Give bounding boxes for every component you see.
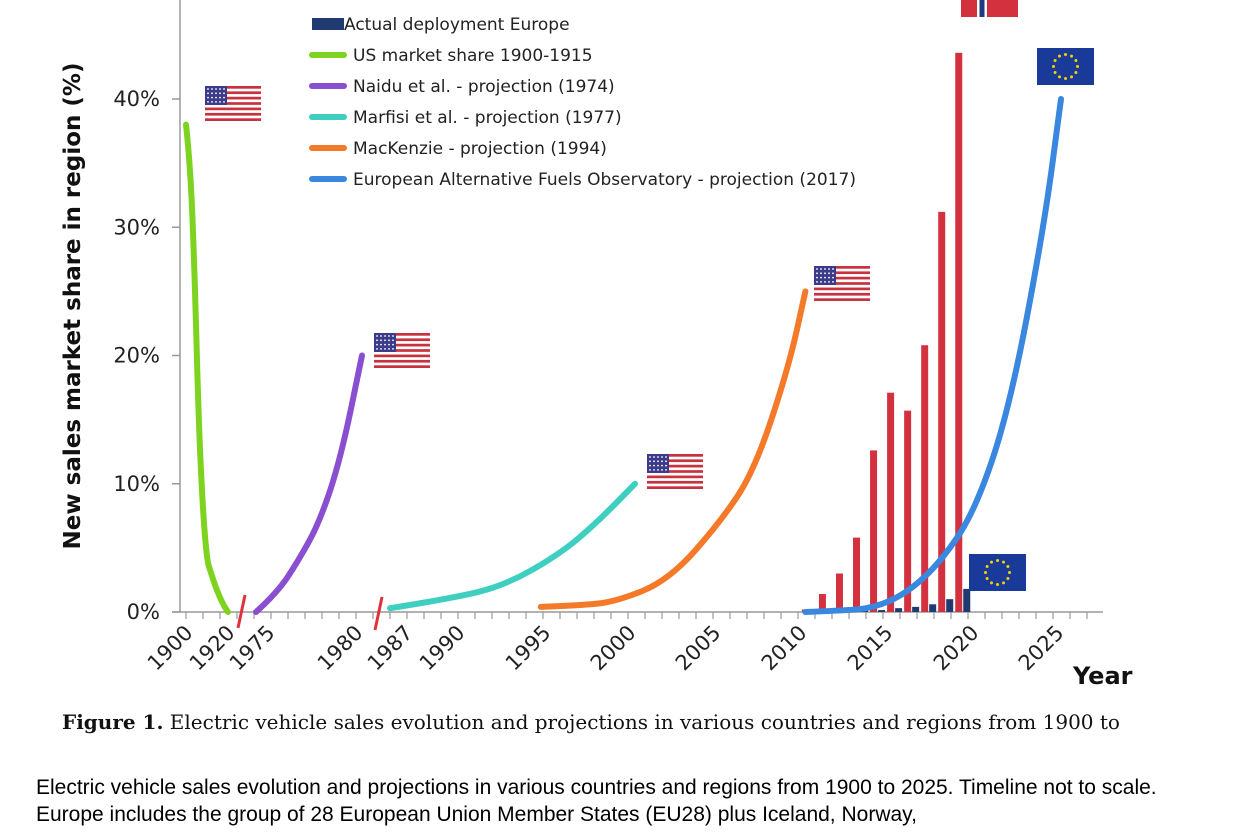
x-tick-label: 1920 [185, 621, 240, 676]
us-flag-icon [374, 333, 430, 368]
legend-label: European Alternative Fuels Observatory -… [353, 170, 856, 190]
norway-bar [870, 450, 878, 612]
x-tick-label: 1975 [225, 621, 280, 676]
flags [205, 0, 1094, 591]
norway-bar [938, 211, 946, 613]
x-tick-label: 2015 [843, 621, 898, 676]
series-line [537, 288, 809, 610]
legend-item: Naidu et al. - projection (1974) [309, 77, 615, 97]
norway-bar [887, 392, 895, 612]
y-axis-label: New sales market share in region (%) [60, 63, 86, 550]
y-ticks: 0% 10% 20% 30% 40% [113, 87, 180, 624]
legend-item: Marfisi et al. - projection (1977) [309, 108, 622, 128]
figure-caption: Figure 1. Electric vehicle sales evoluti… [62, 710, 1120, 734]
us-flag-icon [647, 454, 703, 489]
legend-label: US market share 1900-1915 [353, 46, 593, 66]
x-tick-label: 1990 [415, 621, 470, 676]
caption-text: Electric vehicle sales evolution and pro… [36, 776, 1157, 826]
europe-bar [878, 610, 886, 612]
europe-bar [963, 588, 971, 612]
norway-bar [904, 410, 912, 612]
series-line [183, 121, 231, 615]
y-tick-label: 0% [127, 600, 160, 624]
legend-item: MacKenzie - projection (1994) [309, 139, 607, 159]
legend: Actual deployment Europe US market share … [309, 15, 856, 190]
europe-bar [912, 606, 920, 612]
legend-label: Naidu et al. - projection (1974) [353, 77, 615, 97]
x-axis-label: Year [1072, 662, 1133, 690]
legend-label: Marfisi et al. - projection (1977) [353, 108, 622, 128]
figure-label: Figure 1. [62, 710, 164, 734]
europe-bar [895, 608, 903, 612]
axis-breaks [236, 594, 384, 631]
y-tick-label: 30% [113, 215, 160, 239]
legend-label: Actual deployment Europe [344, 15, 570, 35]
eu-flag-icon [1037, 48, 1094, 85]
x-tick-label: 1980 [313, 621, 368, 676]
series-line [253, 352, 365, 615]
x-tick-label: 2025 [1014, 621, 1069, 676]
axis-break-mark [373, 596, 384, 631]
lines [183, 96, 1064, 615]
legend-item: US market share 1900-1915 [309, 46, 593, 66]
figure-text: Electric vehicle sales evolution and pro… [169, 710, 1120, 734]
norway-bar [921, 345, 929, 612]
bars [801, 52, 971, 613]
eu-flag-icon [969, 554, 1026, 591]
series-line [802, 96, 1064, 615]
x-tick-label: 2020 [929, 621, 984, 676]
legend-item: Actual deployment Europe [312, 15, 570, 35]
y-tick-label: 40% [113, 87, 160, 111]
norway-flag-icon [961, 0, 1018, 17]
x-tick-label: 2000 [586, 621, 641, 676]
europe-bar [946, 599, 954, 612]
legend-label: MacKenzie - projection (1994) [353, 139, 607, 159]
us-flag-icon [814, 266, 870, 301]
axis-break-mark [236, 594, 247, 629]
europe-bar [929, 604, 937, 612]
norway-bar [853, 537, 861, 612]
norway-bar [955, 52, 963, 612]
x-tick-label: 2005 [671, 621, 726, 676]
series-line [387, 480, 638, 612]
x-tick-label: 1995 [501, 621, 556, 676]
x-tick-label: 1987 [363, 621, 418, 676]
legend-swatch [312, 18, 344, 30]
norway-bar [818, 594, 826, 612]
y-tick-label: 20% [113, 344, 160, 368]
x-tick-label: 1900 [143, 621, 198, 676]
us-flag-icon [205, 86, 261, 121]
x-tick-label: 2010 [757, 621, 812, 676]
y-tick-label: 10% [113, 472, 160, 496]
norway-bar [835, 573, 843, 612]
legend-item: European Alternative Fuels Observatory -… [309, 170, 856, 190]
